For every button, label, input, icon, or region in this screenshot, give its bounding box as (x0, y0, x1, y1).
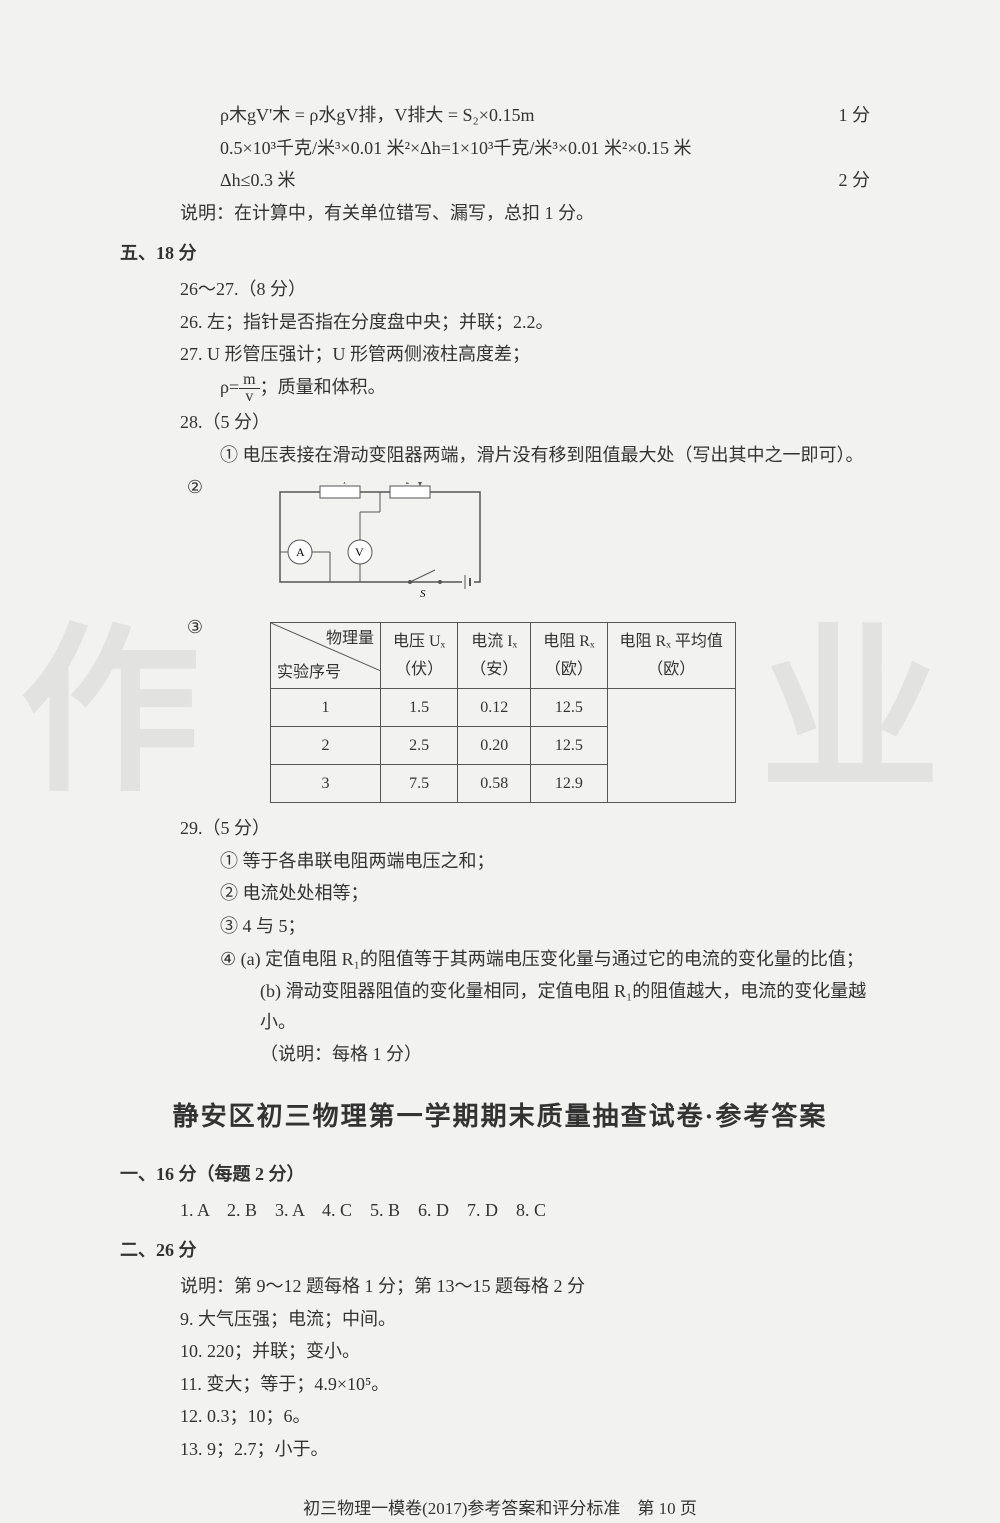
q9: 9. 大气压强；电流；中间。 (120, 1304, 880, 1335)
q27-prefix: ρ= (220, 377, 239, 397)
eq2: 0.5×10³千克/米³×0.01 米²×Δh=1×10³千克/米³×0.01 … (120, 133, 880, 164)
q28-2-row: ② R₁ R₂ P A V S (120, 472, 880, 612)
table-cell: 3 (271, 765, 381, 803)
table-cell: 7.5 (381, 765, 458, 803)
paper-title: 静安区初三物理第一学期期末质量抽查试卷·参考答案 (120, 1095, 880, 1139)
eq1: ρ木gV'木 = ρ水gV排，V排大 = S₂×0.15m (220, 105, 534, 125)
q29-1: ① 等于各串联电阻两端电压之和； (120, 846, 880, 877)
q27-suffix: ；质量和体积。 (260, 377, 386, 397)
circuit-s: S (420, 588, 426, 600)
circuit-a: A (296, 545, 305, 559)
table-cell: 12.9 (531, 765, 607, 803)
q28-3-row: ③ 物理量 实验序号 电压 Uₓ（伏） 电流 Iₓ（安） 电阻 Rₓ（欧） 电阻… (120, 612, 880, 813)
table-header: 电阻 Rₓ 平均值（欧） (607, 623, 735, 688)
q29-4b: (b) 滑动变阻器阻值的变化量相同，定值电阻 R₁的阻值越大，电流的变化量越小。 (120, 976, 880, 1037)
q26-27: 26～27.（8 分） (120, 274, 880, 305)
table-cell: 12.5 (531, 726, 607, 764)
section5-heading: 五、18 分 (120, 238, 880, 269)
eq1-line: ρ木gV'木 = ρ水gV排，V排大 = S₂×0.15m 1 分 (120, 100, 880, 131)
q27-formula: ρ=mv；质量和体积。 (120, 372, 880, 405)
q28-1: ① 电压表接在滑动变阻器两端，滑片没有移到阻值最大处（写出其中之一即可）。 (120, 440, 880, 471)
circuit-v: V (355, 545, 364, 559)
diag-top: 物理量 (326, 625, 374, 652)
q29: 29.（5 分） (120, 813, 880, 844)
table-cell: 1.5 (381, 688, 458, 726)
frac-num: m (239, 372, 259, 389)
diag-bot: 实验序号 (277, 659, 341, 686)
calc-note: 说明：在计算中，有关单位错写、漏写，总扣 1 分。 (120, 198, 880, 229)
circuit-diagram: R₁ R₂ P A V S (270, 482, 490, 602)
q27: 27. U 形管压强计；U 形管两侧液柱高度差； (120, 339, 880, 370)
table-header-row: 物理量 实验序号 电压 Uₓ（伏） 电流 Iₓ（安） 电阻 Rₓ（欧） 电阻 R… (271, 623, 736, 688)
table-cell: 12.5 (531, 688, 607, 726)
table-header: 电阻 Rₓ（欧） (531, 623, 607, 688)
table-cell: 0.58 (458, 765, 531, 803)
circuit-r2: R₂ (397, 482, 410, 484)
q29-3: ③ 4 与 5； (120, 911, 880, 942)
table-header: 电压 Uₓ（伏） (381, 623, 458, 688)
q11: 11. 变大；等于；4.9×10⁵。 (120, 1369, 880, 1400)
q28-2-label: ② (180, 472, 210, 503)
eq3-line: Δh≤0.3 米 2 分 (120, 165, 880, 196)
q28: 28.（5 分） (120, 407, 880, 438)
eq3: Δh≤0.3 米 (220, 170, 295, 190)
table-cell: 2 (271, 726, 381, 764)
q29-2: ② 电流处处相等； (120, 878, 880, 909)
section2-note: 说明：第 9～12 题每格 1 分；第 13～15 题每格 2 分 (120, 1271, 880, 1302)
eq1-score: 1 分 (839, 100, 871, 131)
section2-heading: 二、26 分 (120, 1235, 880, 1266)
data-table: 物理量 实验序号 电压 Uₓ（伏） 电流 Iₓ（安） 电阻 Rₓ（欧） 电阻 R… (270, 622, 736, 803)
section1-answers: 1. A 2. B 3. A 4. C 5. B 6. D 7. D 8. C (120, 1195, 880, 1226)
eq3-score: 2 分 (839, 165, 871, 196)
table-cell: 0.20 (458, 726, 531, 764)
q29-4a: ④ (a) 定值电阻 R₁的阻值等于其两端电压变化量与通过它的电流的变化量的比值… (120, 944, 880, 975)
table-cell: 0.12 (458, 688, 531, 726)
circuit-p: P (427, 482, 436, 485)
q26: 26. 左；指针是否指在分度盘中央；并联；2.2。 (120, 307, 880, 338)
q28-3-label: ③ (180, 612, 210, 643)
diag-header: 物理量 实验序号 (271, 623, 381, 688)
table-row: 1 1.5 0.12 12.5 (271, 688, 736, 726)
frac-den: v (239, 389, 259, 405)
circuit-r1: R₁ (334, 482, 347, 484)
table-avg-cell (607, 688, 735, 803)
table-cell: 1 (271, 688, 381, 726)
page-footer: 初三物理一模卷(2017)参考答案和评分标准 第 10 页 (120, 1495, 880, 1523)
q12: 12. 0.3；10；6。 (120, 1401, 880, 1432)
section1-heading: 一、16 分（每题 2 分） (120, 1159, 880, 1190)
table-cell: 2.5 (381, 726, 458, 764)
q10: 10. 220；并联；变小。 (120, 1336, 880, 1367)
table-header: 电流 Iₓ（安） (458, 623, 531, 688)
q13: 13. 9；2.7；小于。 (120, 1434, 880, 1465)
q29-note: （说明：每格 1 分） (120, 1039, 880, 1070)
